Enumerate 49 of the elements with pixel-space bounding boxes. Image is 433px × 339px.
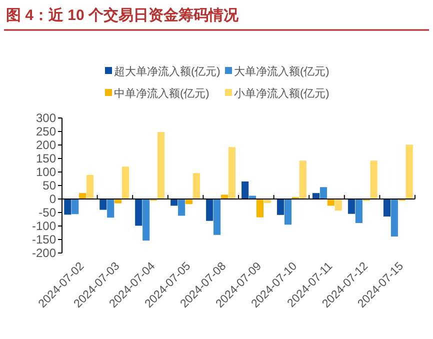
y-tick-label: 200 — [36, 138, 56, 152]
bar — [390, 199, 398, 237]
bar — [284, 199, 292, 225]
bar — [214, 199, 221, 235]
y-tick-label: -100 — [32, 219, 56, 234]
bar — [348, 199, 356, 214]
bar — [312, 193, 320, 199]
bar — [228, 147, 236, 199]
bar — [192, 173, 200, 199]
y-tick-label: 250 — [36, 124, 56, 139]
y-tick-label: 300 — [36, 111, 56, 126]
bar — [320, 187, 328, 199]
y-tick-label: 100 — [36, 165, 56, 180]
bar — [206, 199, 214, 221]
bar — [122, 166, 130, 199]
legend-label: 小单净流入额(亿元) — [234, 87, 330, 100]
y-tick-label: -150 — [32, 232, 56, 247]
bar — [107, 199, 114, 218]
bar — [170, 199, 178, 206]
bar — [135, 199, 142, 226]
bar — [277, 199, 284, 215]
y-tick-label: -50 — [38, 206, 56, 220]
y-tick-label: -200 — [32, 246, 56, 260]
bar — [406, 144, 413, 199]
bar — [242, 181, 249, 199]
bar — [370, 160, 378, 199]
bar — [355, 199, 362, 224]
bar — [100, 199, 107, 210]
y-tick-label: 0 — [49, 192, 56, 206]
bar — [220, 194, 228, 199]
y-tick-label: 150 — [36, 152, 56, 166]
bar — [334, 199, 342, 211]
bar — [114, 199, 122, 204]
y-tick-label: 50 — [42, 178, 56, 193]
legend-label: 大单净流入额(亿元) — [234, 65, 330, 78]
bar — [383, 199, 391, 217]
bar — [64, 199, 72, 215]
bar — [178, 199, 186, 216]
bar — [157, 132, 165, 199]
bar — [327, 199, 334, 206]
chart-title: 图 4：近 10 个交易日资金筹码情况 — [6, 6, 240, 24]
bar — [86, 174, 94, 199]
bar — [299, 160, 306, 199]
legend-label: 超大单净流入额(亿元) — [114, 65, 220, 78]
legend-label: 中单净流入额(亿元) — [114, 87, 210, 100]
bar — [72, 199, 79, 214]
bar — [79, 193, 86, 199]
bar — [256, 199, 264, 218]
bar — [142, 199, 150, 241]
